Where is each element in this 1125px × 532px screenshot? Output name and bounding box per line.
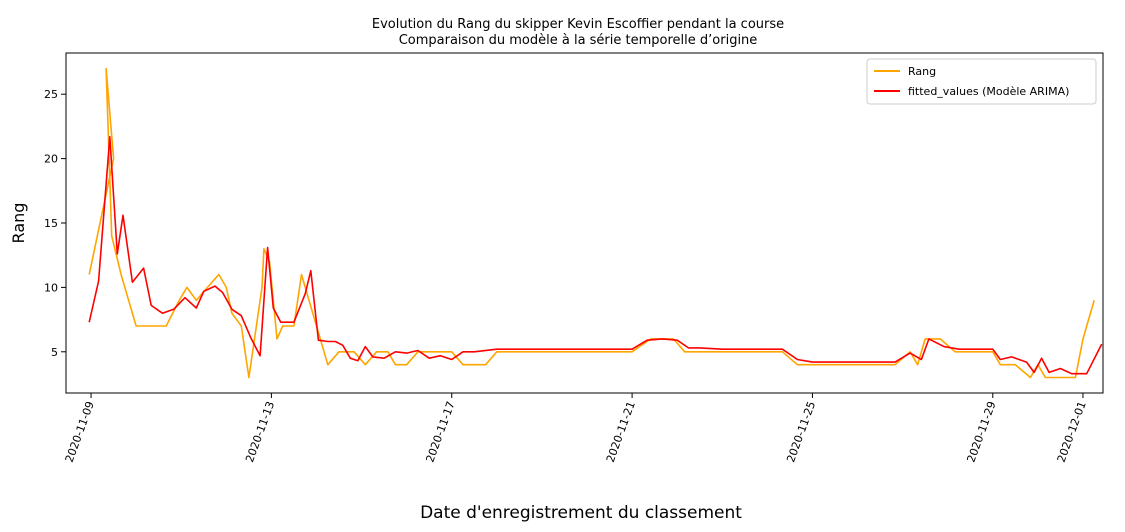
x-tick-label: 2020-11-17 bbox=[423, 400, 457, 465]
x-tick-label: 2020-11-29 bbox=[965, 400, 999, 465]
chart-subtitle: Comparaison du modèle à la série tempore… bbox=[399, 33, 758, 48]
legend-box bbox=[866, 58, 1097, 105]
x-tick-label: 2020-11-21 bbox=[604, 400, 638, 465]
y-tick-label: 5 bbox=[51, 346, 58, 359]
x-tick-label: 2020-11-09 bbox=[63, 400, 97, 465]
y-tick-label: 10 bbox=[44, 281, 58, 294]
x-axis: 2020-11-09 2020-11-13 2020-11-17 2020-11-21… bbox=[63, 393, 1089, 464]
x-tick-label: 2020-11-25 bbox=[784, 400, 818, 465]
y-axis: 5 10 15 20 25 bbox=[44, 88, 66, 359]
y-tick-label: 25 bbox=[44, 88, 58, 101]
legend: Rang fitted_values (Modèle ARIMA) bbox=[866, 58, 1097, 105]
x-axis-label: Date d'enregistrement du classement bbox=[420, 503, 742, 523]
series-lines bbox=[88, 67, 1103, 379]
x-tick-label: 2020-12-01 bbox=[1055, 400, 1089, 465]
series-line-rang bbox=[88, 67, 1095, 379]
chart-title: Evolution du Rang du skipper Kevin Escof… bbox=[372, 17, 784, 32]
y-axis-label: Rang bbox=[9, 203, 28, 244]
y-tick-label: 15 bbox=[44, 217, 58, 230]
x-tick-label: 2020-11-13 bbox=[243, 400, 277, 465]
legend-label-rang: Rang bbox=[908, 65, 936, 78]
series-line-fitted-values bbox=[88, 135, 1103, 375]
y-tick-label: 20 bbox=[44, 153, 58, 166]
legend-label-fitted: fitted_values (Modèle ARIMA) bbox=[908, 85, 1069, 98]
